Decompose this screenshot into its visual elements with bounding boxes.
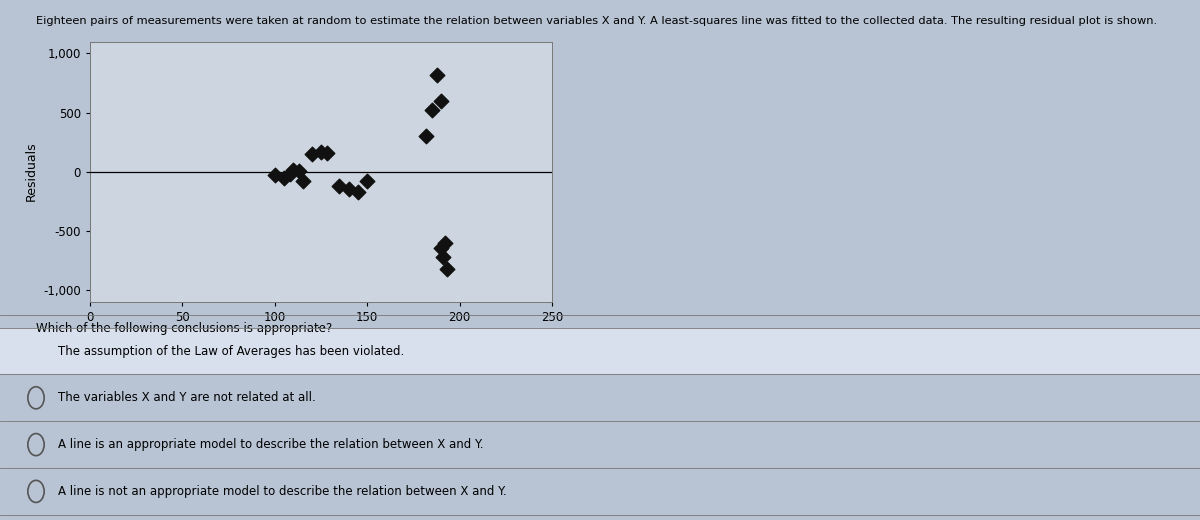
Point (312, 147, 331, 155)
Point (293, 177, 312, 185)
Circle shape (31, 345, 41, 357)
Point (348, 188, 367, 196)
Point (280, 170, 299, 178)
Point (317, 149, 336, 157)
Point (436, 238, 455, 246)
Point (283, 166, 302, 175)
Point (416, 132, 436, 140)
Point (428, 71, 448, 79)
Point (358, 177, 377, 185)
Text: A line is not an appropriate model to describe the relation between X and Y.: A line is not an appropriate model to de… (58, 485, 506, 498)
Point (422, 106, 442, 114)
Point (437, 264, 456, 272)
Text: A line is an appropriate model to describe the relation between X and Y.: A line is an appropriate model to descri… (58, 438, 484, 451)
Text: The variables X and Y are not related at all.: The variables X and Y are not related at… (58, 391, 316, 405)
Point (433, 253, 452, 261)
Point (275, 173, 294, 181)
Text: Eighteen pairs of measurements were taken at random to estimate the relation bet: Eighteen pairs of measurements were take… (36, 16, 1157, 25)
Text: The assumption of the Law of Averages has been violated.: The assumption of the Law of Averages ha… (58, 344, 404, 358)
Point (340, 185, 359, 193)
Y-axis label: Residuals: Residuals (25, 142, 37, 201)
Point (432, 244, 451, 253)
Circle shape (28, 340, 44, 362)
Point (302, 150, 322, 158)
X-axis label: X: X (317, 327, 325, 340)
Point (289, 167, 308, 175)
Point (330, 181, 349, 190)
Point (265, 171, 284, 179)
Point (432, 97, 451, 105)
Text: Which of the following conclusions is appropriate?: Which of the following conclusions is ap… (36, 322, 332, 335)
